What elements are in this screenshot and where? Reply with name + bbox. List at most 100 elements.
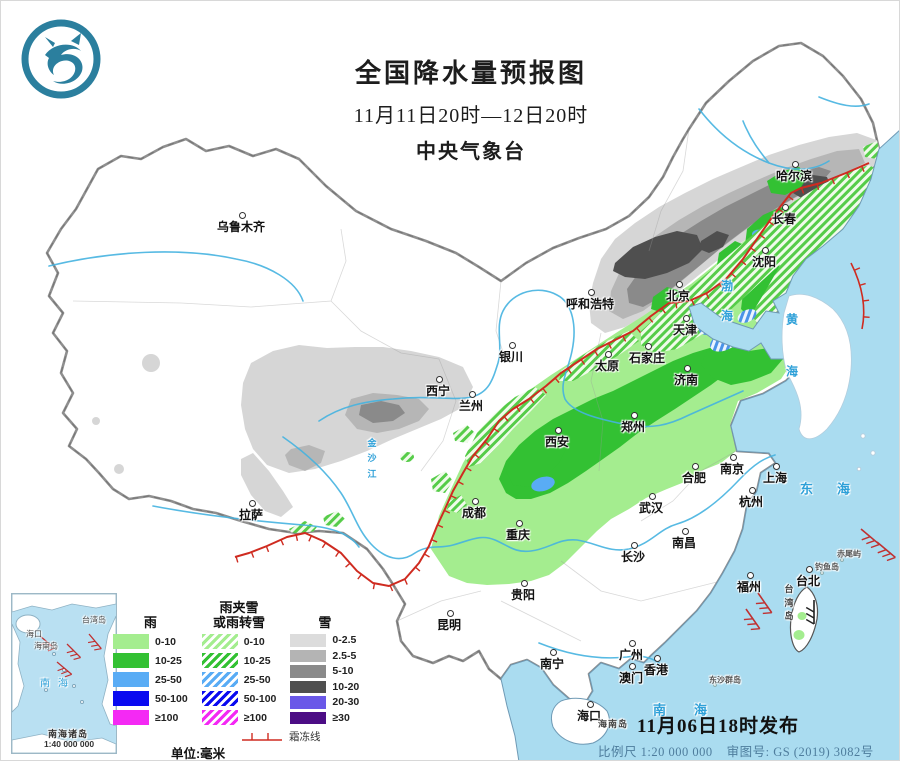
legend-swatch — [113, 672, 149, 687]
south-china-sea-inset: 南海 南海诸岛 1:40 000 000 海口 海南岛 台湾岛 — [11, 593, 117, 754]
legend-swatch — [113, 653, 149, 668]
legend-item: 10-25 — [201, 653, 277, 668]
legend-item: 0-10 — [201, 634, 277, 649]
map-info: 比例尺 1:20 000 000 审图号: GS (2019) 3082号 — [598, 741, 888, 760]
page-title: 全国降水量预报图 — [354, 58, 587, 88]
city-label: 哈尔滨 — [775, 169, 813, 184]
city-dot — [520, 580, 528, 587]
legend-column-title: 雨夹雪 或雨转雪 — [213, 600, 266, 630]
inset-label: 海南岛 — [34, 641, 58, 651]
city-dot — [748, 487, 756, 494]
geo-label: 东海 — [799, 481, 875, 497]
geo-label: 赤尾屿 — [837, 549, 861, 559]
city-dot — [628, 640, 636, 647]
city-dot — [648, 493, 656, 500]
city-dot — [435, 376, 443, 383]
geo-label: 钓鱼岛 — [815, 562, 839, 572]
city-label: 兰州 — [458, 399, 484, 414]
city-label: 重庆 — [505, 528, 531, 543]
city-label: 成都 — [461, 506, 487, 521]
wind-barb-icon — [56, 661, 73, 678]
city-label: 贵阳 — [510, 588, 536, 603]
wind-barb-icon — [743, 608, 761, 631]
title-block: 全国降水量预报图 11月11日20时—12日20时 中央气象台 — [296, 53, 646, 164]
city-label: 昆明 — [436, 618, 462, 633]
inset-label: 海口 — [26, 629, 42, 639]
rivers — [48, 96, 870, 665]
legend-columns: 雨 0-10 10-25 25-50 50-100 ≥100 雨夹雪 或雨转雪 0-10 10-2… — [113, 598, 373, 729]
legend-swatch — [113, 691, 149, 706]
inset-map — [11, 593, 117, 754]
legend-item: 50-100 — [113, 691, 188, 706]
wind-barbs — [743, 528, 896, 631]
geo-label: 金 沙 江 — [367, 438, 377, 479]
legend-item: 50-100 — [201, 691, 276, 706]
legend-column-title: 雨 — [143, 615, 157, 630]
city-label: 杭州 — [738, 495, 764, 510]
legend-item: 0-10 — [113, 634, 188, 649]
city-dot — [761, 247, 769, 254]
legend-swatch — [290, 634, 327, 647]
map-approval: 审图号: GS (2019) 3082号 — [726, 745, 874, 759]
inset-label: 南海 — [40, 678, 76, 690]
city-label: 石家庄 — [628, 351, 666, 366]
city-dot — [683, 365, 691, 372]
geo-label: 渤 海 — [720, 279, 734, 323]
legend-value: 25-50 — [155, 673, 182, 686]
frost-line-key: 霜冻线 — [241, 729, 321, 744]
frost-line-symbol-icon — [242, 732, 282, 741]
city-dot — [681, 528, 689, 535]
legend-value: 0-2.5 — [332, 634, 357, 647]
city-dot — [630, 542, 638, 549]
hainan-island — [550, 697, 610, 745]
city-label: 南宁 — [539, 657, 565, 672]
publish-time: 11月06日18时发布 — [637, 716, 799, 737]
legend-item: ≥30 — [290, 711, 359, 724]
city-label: 上海 — [762, 471, 788, 486]
city-label: 南京 — [719, 462, 745, 477]
legend-value: 20-30 — [332, 696, 360, 709]
city-dot — [772, 463, 780, 470]
province-boundaries — [72, 128, 737, 642]
wind-barb-icon — [755, 592, 773, 615]
frost-line-label: 霜冻线 — [289, 731, 321, 743]
legend-swatch — [290, 680, 327, 693]
city-dot — [587, 289, 595, 296]
city-label: 西安 — [544, 435, 570, 450]
precipitation-areas — [92, 133, 879, 590]
city-dot — [508, 342, 516, 349]
frost-line — [234, 162, 870, 592]
wind-barb-icon — [805, 600, 815, 625]
geo-label: 台 湾 岛 — [784, 583, 794, 621]
legend-item: 25-50 — [113, 672, 188, 687]
city-dot — [781, 204, 789, 211]
legend-item: ≥100 — [201, 710, 277, 725]
city-dot — [586, 701, 594, 708]
geo-label: 南海 — [652, 702, 736, 718]
wind-barb-icon — [876, 541, 896, 562]
cma-logo-icon — [21, 19, 101, 99]
legend-column-2: 雪 0-2.5 2.5-5 5-10 10-20 20-30 ≥30 — [290, 598, 359, 729]
legend: 雨 0-10 10-25 25-50 50-100 ≥100 雨夹雪 或雨转雪 0-10 10-2… — [113, 598, 373, 760]
legend-value: 10-25 — [155, 654, 182, 667]
legend-column-title: 雪 — [318, 615, 332, 630]
legend-value: 0-10 — [243, 635, 265, 648]
city-dot — [805, 566, 813, 573]
legend-value: 50-100 — [155, 692, 188, 705]
legend-value: 0-10 — [155, 635, 177, 648]
legend-extra: 单位:毫米 霜冻线 — [113, 729, 373, 760]
legend-column-0: 雨 0-10 10-25 25-50 50-100 ≥100 — [113, 598, 188, 729]
city-dot — [675, 281, 683, 288]
wind-barb-icon — [87, 633, 102, 651]
city-label: 武汉 — [638, 501, 664, 516]
legend-swatch — [290, 665, 327, 678]
city-dot — [515, 520, 523, 527]
legend-value: ≥30 — [332, 711, 350, 724]
legend-value: ≥100 — [155, 711, 179, 724]
agency-name: 中央气象台 — [416, 141, 526, 163]
city-dot — [628, 663, 636, 670]
map-scale: 比例尺 1:20 000 000 — [598, 745, 713, 759]
city-label: 郑州 — [620, 420, 646, 435]
city-dot — [791, 161, 799, 168]
